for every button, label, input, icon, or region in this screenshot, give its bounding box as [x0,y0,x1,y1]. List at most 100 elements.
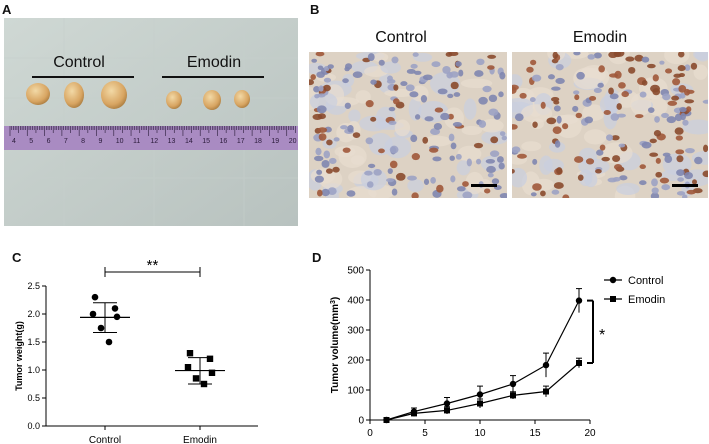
tumor [64,82,84,108]
cell-nucleus [664,155,673,164]
cell-nucleus [412,52,419,57]
tissue-texture [423,135,452,147]
ruler-number: 18 [254,138,262,145]
y-tick-label: 1.0 [27,365,40,375]
cell-nucleus [499,192,507,198]
significance-marker: * [599,327,605,344]
cell-nucleus [619,175,628,181]
cell-nucleus [647,107,655,113]
cell-nucleus [466,158,472,167]
cell-nucleus [452,121,462,127]
data-point [91,293,99,301]
data-point [111,305,119,312]
cell-nucleus [702,99,708,104]
tissue-texture [465,171,485,195]
data-point [208,369,216,376]
data-point [444,407,450,414]
tissue-texture [380,61,402,74]
tumor [166,91,182,109]
tissue-texture [573,67,602,90]
cell-nucleus [650,192,660,198]
cell-nucleus [393,84,399,91]
cell-nucleus [606,134,613,141]
data-point [113,313,121,321]
cell-nucleus [661,184,671,191]
cell-nucleus [649,152,659,157]
cell-nucleus [540,190,546,197]
cell-nucleus [652,74,659,82]
emodin-tumors [166,90,250,110]
ruler-number: 19 [271,138,279,145]
cell-nucleus [367,53,375,61]
cell-nucleus [487,65,495,70]
tissue-texture [407,179,424,192]
tissue-texture [616,182,640,195]
tissue-texture [512,167,528,188]
cell-nucleus [478,96,488,105]
cell-nucleus [486,165,496,174]
cell-nucleus [314,175,324,183]
cell-nucleus [318,133,327,141]
histology-emodin-image [512,52,708,198]
tissue-texture [479,118,504,133]
data-point [510,392,516,399]
cell-nucleus [584,116,594,124]
cell-nucleus [387,168,393,174]
cell-nucleus [407,175,417,181]
cell-nucleus [601,156,610,162]
tissue-texture [460,78,493,89]
tumor [101,81,127,109]
cell-nucleus [432,156,442,162]
cell-nucleus [551,86,561,91]
cell-nucleus [449,71,459,78]
cell-nucleus [434,107,444,113]
cell-nucleus [662,93,671,101]
cell-nucleus [694,156,703,165]
data-point [477,400,483,407]
cell-nucleus [599,144,606,151]
cell-nucleus [378,59,385,66]
cell-nucleus [529,97,536,103]
tissue-texture [578,158,610,175]
significance-marker: ** [147,258,159,274]
cell-nucleus [628,66,636,74]
x-tick-label: 10 [474,428,486,439]
cell-nucleus [517,153,527,159]
ruler-number: 16 [220,138,228,145]
cell-nucleus [532,183,542,191]
cell-nucleus [414,70,422,75]
cell-nucleus [433,123,443,130]
histology-control-image [309,52,507,198]
cell-nucleus [677,65,686,72]
cell-nucleus [651,178,658,187]
cell-nucleus [342,147,351,153]
cell-nucleus [450,81,459,90]
cell-nucleus [462,191,473,198]
cell-nucleus [410,63,418,69]
cell-nucleus [450,142,457,150]
cell-nucleus [587,54,596,60]
tumor [26,83,50,105]
cell-nucleus [367,163,376,169]
cell-nucleus [498,162,505,170]
cell-nucleus [572,105,579,112]
cell-nucleus [344,63,353,70]
cell-nucleus [598,65,605,73]
cell-nucleus [532,158,538,165]
tumor-photo: Control Emodin 4 5 6 7 8 9 10 11 12 13 14 15 16 17 18 1… [4,18,298,226]
data-point [575,297,583,304]
data-point [509,380,517,388]
cell-nucleus [395,172,406,181]
cell-nucleus [554,140,561,148]
cell-nucleus [309,79,314,86]
cell-nucleus [317,113,326,120]
cell-nucleus [393,98,400,105]
tumor [203,90,221,110]
cell-nucleus [388,120,397,125]
cell-nucleus [386,178,395,183]
cell-nucleus [551,189,560,195]
cell-nucleus [667,100,678,106]
panel-c-letter: C [12,250,22,265]
cell-nucleus [618,82,626,89]
cell-nucleus [639,164,646,170]
